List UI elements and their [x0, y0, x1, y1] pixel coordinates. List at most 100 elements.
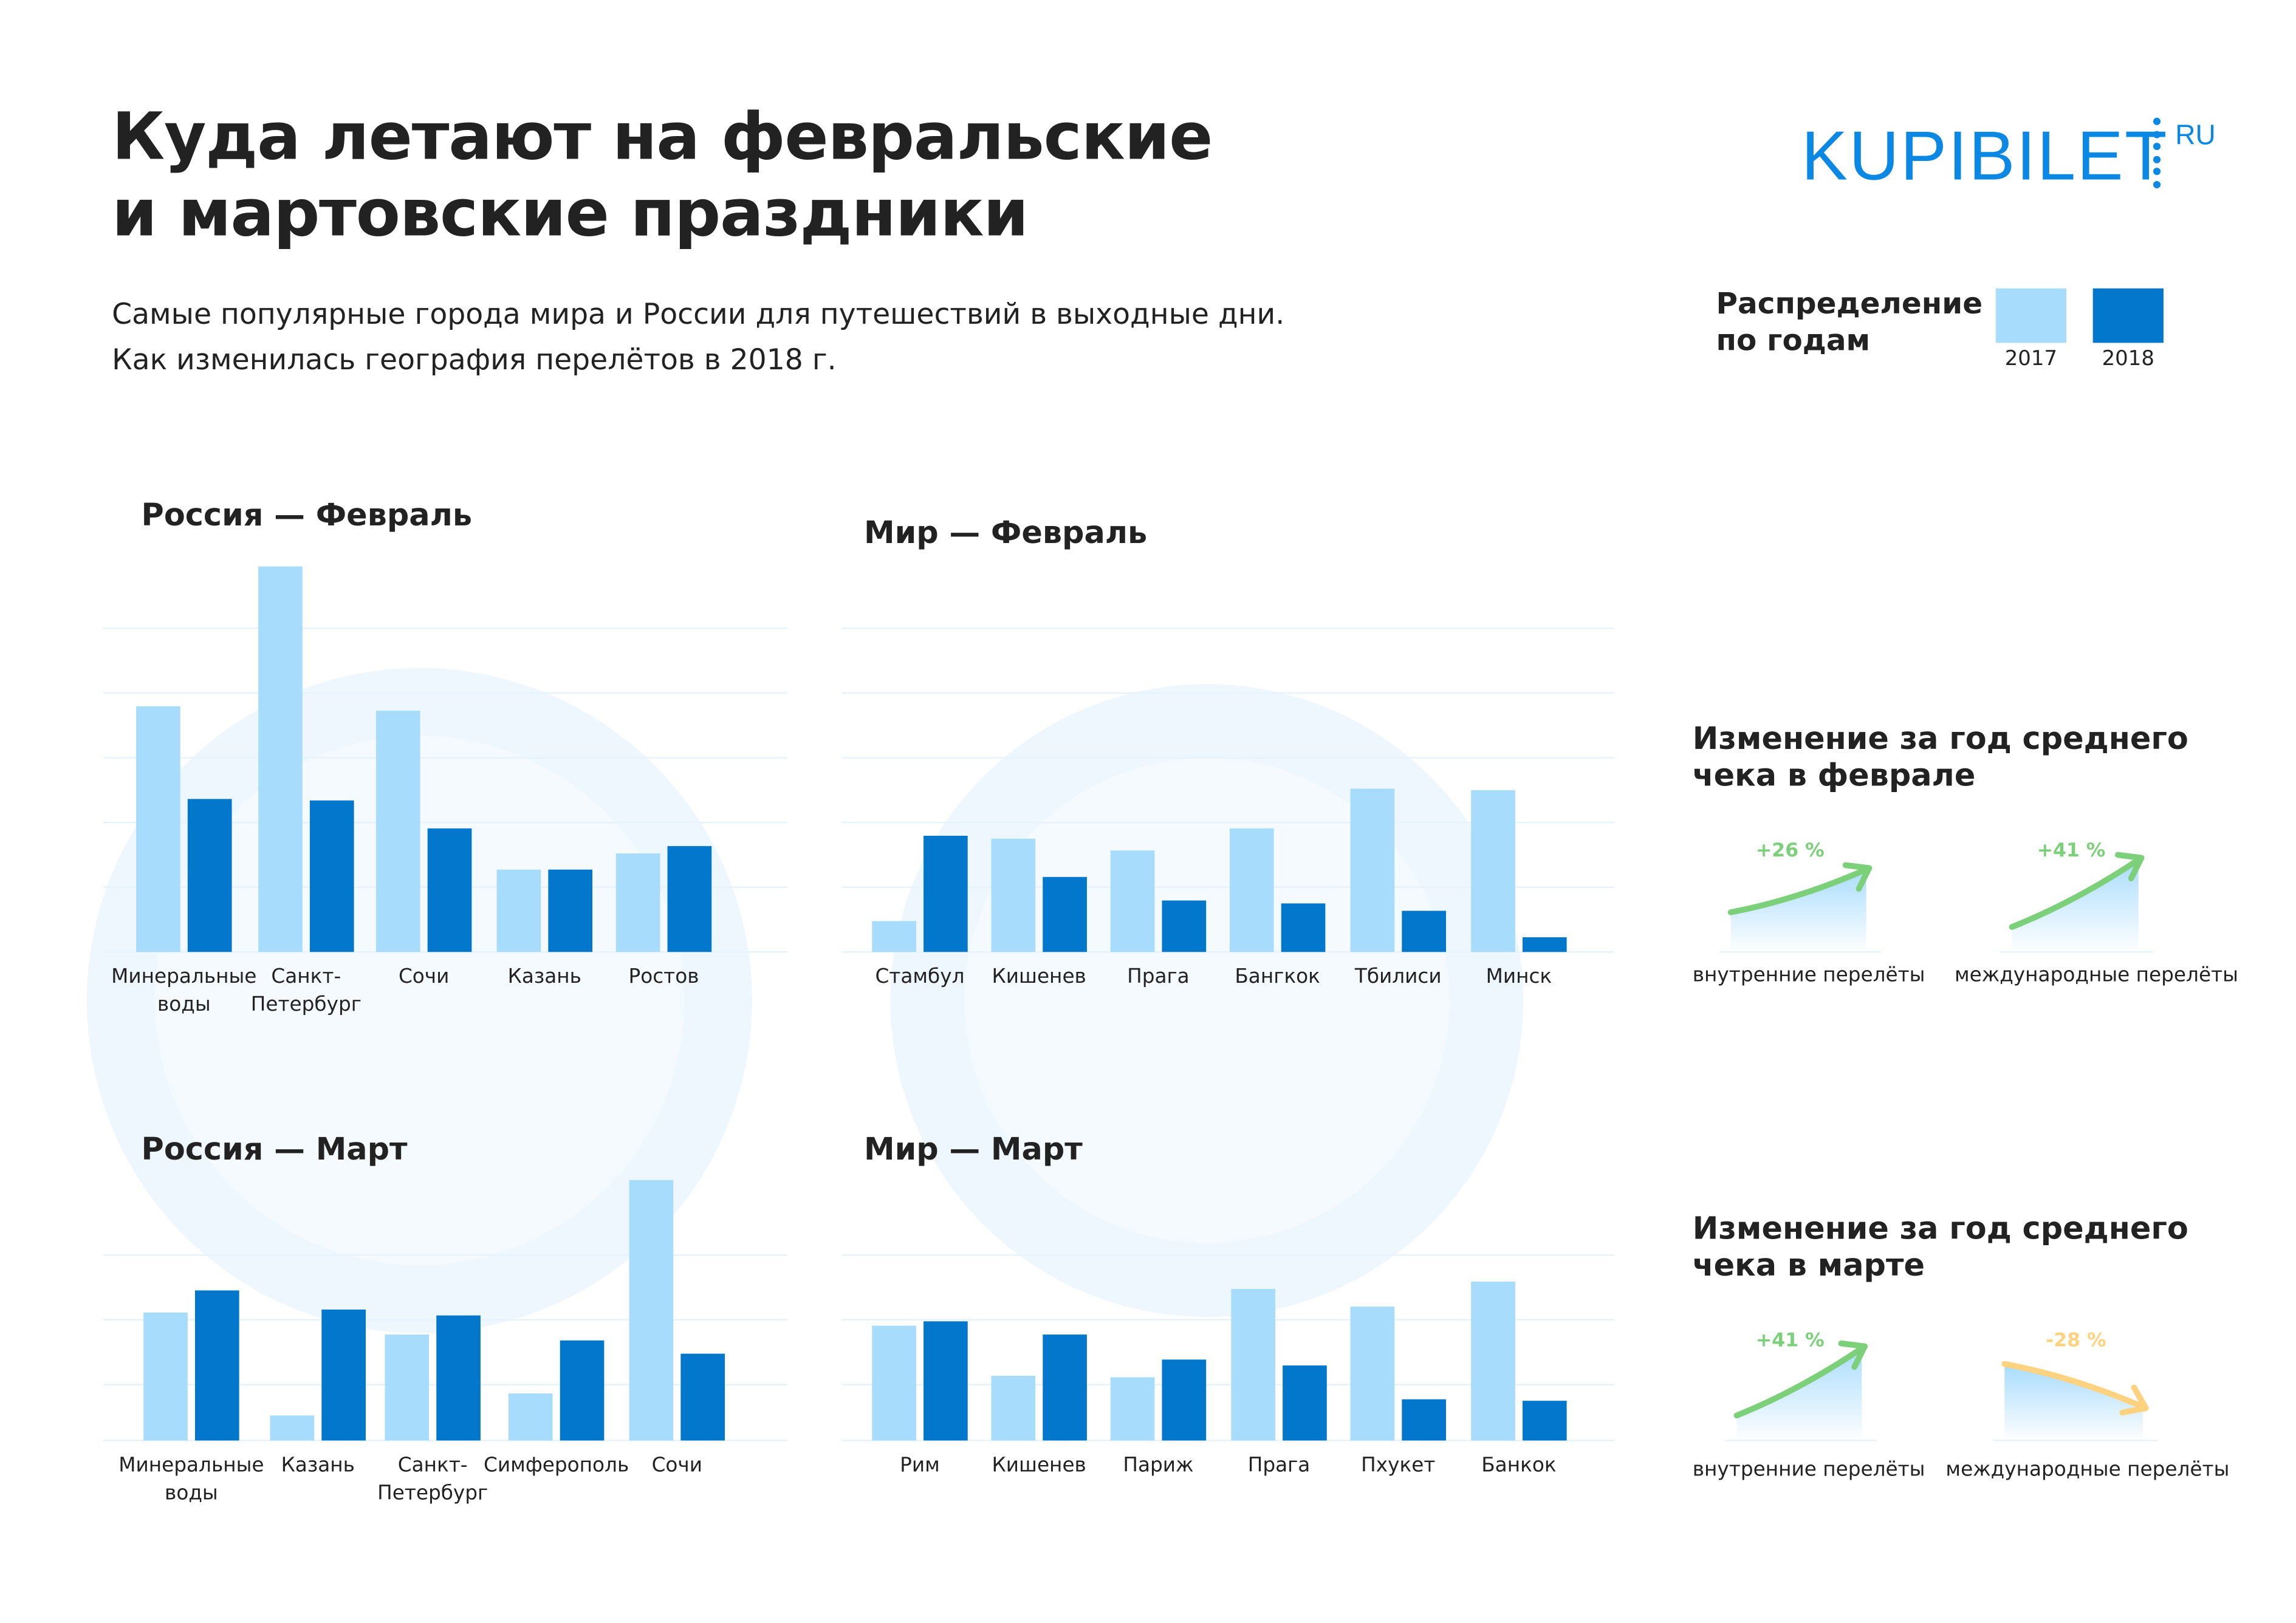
bar-2018: [924, 835, 968, 952]
trend-feb-domestic-change: +26 %: [1755, 840, 1825, 863]
page-subtitle: Самые популярные города мира и России дл…: [112, 297, 1285, 377]
logo-dots-icon: [2153, 117, 2162, 193]
trend-mar-international-label: международные перелёты: [1945, 1458, 2230, 1482]
category-label: Тбилиси: [1354, 965, 1442, 989]
bar-2017: [1471, 1281, 1515, 1441]
bar-2018: [1281, 903, 1326, 952]
bar-2018: [321, 1309, 366, 1441]
legend-label-2018: 2018: [2102, 347, 2154, 371]
bar-2017: [508, 1393, 553, 1441]
category-label: Казань: [281, 1454, 355, 1478]
bar-2017: [991, 1375, 1036, 1441]
bar-2018: [194, 1290, 239, 1441]
arrow-up-icon: [1838, 1340, 1868, 1370]
trend-feb-international-change: +41 %: [2037, 840, 2106, 863]
category-label: Стамбул: [875, 965, 965, 989]
bar-2018: [309, 800, 354, 952]
bar-2018: [1522, 937, 1567, 952]
bar-2017: [1350, 788, 1395, 952]
bar-2017: [143, 1312, 188, 1441]
trend-line: [2001, 1361, 2149, 1412]
category-label: Сочи: [398, 965, 450, 989]
chart-title-world-mar: Мир — Март: [863, 1131, 1083, 1167]
category-label: Минеральные воды: [111, 965, 257, 1017]
bar-2018: [667, 846, 712, 952]
bar-2018: [548, 869, 593, 952]
legend-swatch-2018: [2092, 288, 2164, 343]
bar-2018: [1043, 1334, 1087, 1441]
bar-2018: [436, 1315, 481, 1441]
trend-area: [2004, 1364, 2144, 1438]
bar-2017: [629, 1180, 674, 1441]
category-label: Минск: [1486, 965, 1552, 989]
trend-line: [1733, 1343, 1868, 1419]
trend-line: [1727, 865, 1873, 915]
bar-2018: [1522, 1401, 1567, 1441]
bar-2018: [924, 1321, 968, 1441]
logo-suffix: RU: [2175, 120, 2216, 152]
trend-mar-international-change: -28 %: [2046, 1330, 2106, 1353]
bar-2017: [1231, 1289, 1276, 1441]
category-label: Казань: [507, 965, 581, 989]
trend-feb-international-label: международные перелёты: [1954, 963, 2238, 988]
legend-title: Распределение по годам: [1716, 285, 1983, 358]
bar-2018: [1402, 1399, 1447, 1441]
bar-2017: [375, 711, 420, 952]
category-label: Рим: [900, 1454, 940, 1478]
bar-2017: [1229, 828, 1274, 952]
bar-2018: [1162, 900, 1207, 952]
legend-label-2017: 2017: [2004, 347, 2058, 371]
logo: KUPIBILET: [1801, 116, 2168, 194]
trend-mar-domestic-label: внутренние перелёты: [1692, 1458, 1925, 1482]
page-title: Куда летают на февральские и мартовские …: [112, 100, 1213, 252]
bar-2017: [1471, 790, 1515, 952]
bar-2017: [991, 838, 1036, 952]
trend-title-february: Изменение за год среднего чека в феврале: [1692, 720, 2188, 793]
category-label: Ростов: [628, 965, 699, 989]
bar-2018: [560, 1340, 605, 1441]
category-label: Кишенев: [992, 1454, 1086, 1478]
arrow-down-icon: [2119, 1384, 2149, 1416]
bar-2017: [872, 921, 916, 952]
bar-2018: [1162, 1359, 1207, 1441]
category-label: Санкт- Петербург: [250, 965, 362, 1017]
russia-globe-icon: [86, 668, 752, 1333]
trend-line: [2009, 855, 2145, 930]
category-label: Пхукет: [1361, 1454, 1436, 1478]
category-label: Бангкок: [1235, 965, 1320, 989]
trend-feb-domestic-label: внутренние перелёты: [1692, 963, 1925, 988]
bar-2018: [1402, 911, 1447, 952]
bar-2017: [872, 1325, 916, 1441]
category-label: Прага: [1127, 965, 1190, 989]
bar-2018: [187, 799, 232, 952]
category-label: Банкок: [1481, 1454, 1557, 1478]
bar-2017: [615, 853, 660, 952]
bar-2017: [1350, 1307, 1395, 1441]
bar-2017: [385, 1334, 430, 1441]
bar-2017: [496, 869, 541, 952]
category-label: Кишенев: [992, 965, 1086, 989]
bar-2017: [1110, 1377, 1155, 1441]
bar-2018: [1283, 1365, 1327, 1441]
arrow-up-icon: [2114, 852, 2145, 882]
legend-swatch-2017: [1995, 288, 2067, 343]
category-label: Симферополь: [484, 1454, 629, 1478]
bar-2018: [427, 828, 472, 952]
bar-2017: [1110, 850, 1155, 952]
arrow-up-icon: [1842, 862, 1873, 892]
trend-mar-domestic-change: +41 %: [1755, 1330, 1825, 1353]
chart-title-russia-feb: Россия — Февраль: [141, 497, 473, 533]
chart-title-russia-mar: Россия — Март: [141, 1131, 408, 1167]
category-label: Париж: [1123, 1454, 1194, 1478]
trend-area: [1730, 868, 1866, 949]
trend-title-march: Изменение за год среднего чека в марте: [1692, 1211, 2188, 1283]
category-label: Сочи: [651, 1454, 703, 1478]
bar-2017: [136, 706, 180, 952]
chart-title-world-feb: Мир — Февраль: [863, 514, 1148, 550]
category-label: Минеральные воды: [118, 1454, 264, 1506]
category-label: Санкт- Петербург: [377, 1454, 488, 1506]
bar-2018: [1043, 876, 1087, 952]
bar-2017: [258, 566, 303, 952]
